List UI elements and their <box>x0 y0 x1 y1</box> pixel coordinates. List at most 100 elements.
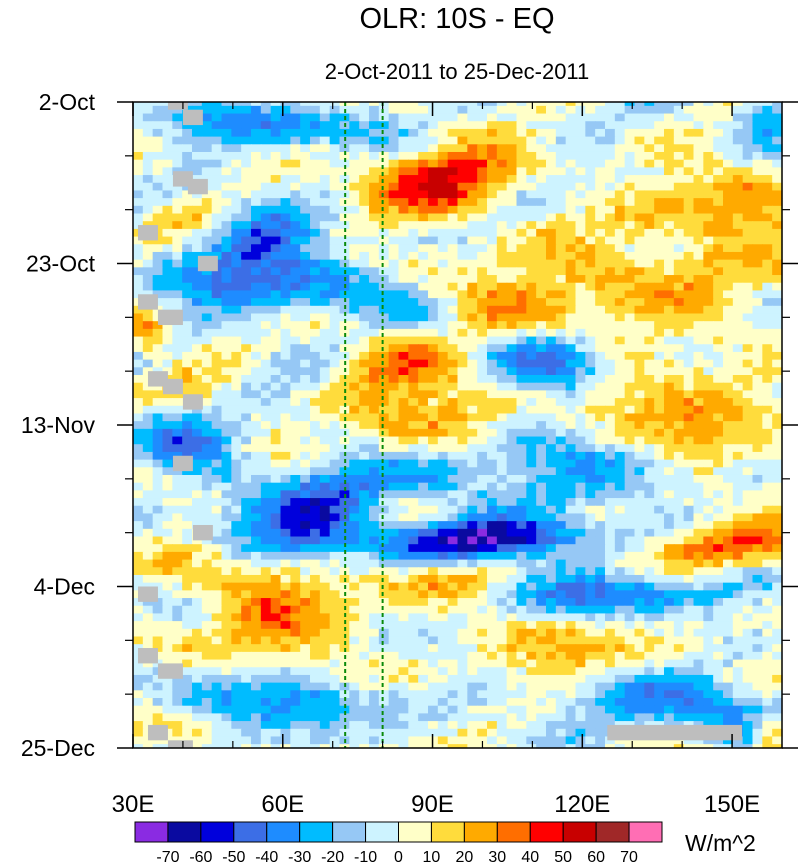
heatmap-cell <box>290 328 301 338</box>
heatmap-cell <box>624 521 636 530</box>
heatmap-cell <box>349 328 360 338</box>
heatmap-cell <box>673 244 685 253</box>
heatmap-cell <box>555 205 567 215</box>
heatmap-cell <box>723 398 734 407</box>
heatmap-cell <box>211 551 223 561</box>
heatmap-cell <box>398 398 409 407</box>
heatmap-cell <box>408 459 419 468</box>
heatmap-cell <box>211 102 223 107</box>
heatmap-cell <box>152 513 164 522</box>
heatmap-cell <box>555 521 567 530</box>
heatmap-cell <box>536 582 547 591</box>
heatmap-cell <box>546 328 557 338</box>
heatmap-cell <box>614 467 626 476</box>
heatmap-cell <box>162 536 173 545</box>
heatmap-cell <box>496 290 508 299</box>
heatmap-cell <box>418 121 429 130</box>
heatmap-cell <box>585 198 596 207</box>
heatmap-cell <box>555 228 567 238</box>
heatmap-cell <box>162 521 173 530</box>
heatmap-cell <box>270 482 282 491</box>
heatmap-cell <box>555 644 567 653</box>
heatmap-cell <box>555 582 567 591</box>
heatmap-cell <box>575 621 586 630</box>
heatmap-cell <box>467 659 478 668</box>
heatmap-cell <box>467 590 478 599</box>
heatmap-cell <box>723 474 734 484</box>
heatmap-cell <box>369 198 380 207</box>
heatmap-cell <box>329 398 341 407</box>
heatmap-cell <box>752 282 763 292</box>
heatmap-cell <box>201 598 213 607</box>
heatmap-cell <box>241 213 252 222</box>
heatmap-cell <box>555 121 567 130</box>
heatmap-cell <box>683 275 695 284</box>
heatmap-cell <box>467 298 478 307</box>
heatmap-cell <box>713 290 724 299</box>
heatmap-cell <box>231 659 242 668</box>
heatmap-cell <box>251 482 262 491</box>
heatmap-cell <box>762 382 773 391</box>
heatmap-cell <box>398 613 409 622</box>
heatmap-cell <box>526 651 537 661</box>
heatmap-cell <box>614 344 626 353</box>
heatmap-cell <box>762 151 773 161</box>
heatmap-cell <box>526 102 537 107</box>
heatmap-cell <box>162 159 173 168</box>
heatmap-cell <box>260 521 272 530</box>
heatmap-cell <box>369 359 380 368</box>
heatmap-cell <box>457 328 468 338</box>
heatmap-cell <box>329 159 341 168</box>
heatmap-cell <box>211 444 223 453</box>
heatmap-cell <box>398 582 409 591</box>
heatmap-cell <box>280 567 291 576</box>
heatmap-cell <box>673 659 685 668</box>
heatmap-cell <box>280 367 291 376</box>
heatmap-cell <box>536 559 547 568</box>
heatmap-cell <box>732 398 744 407</box>
heatmap-cell <box>388 505 400 515</box>
heatmap-cell <box>565 421 577 430</box>
heatmap-cell <box>634 451 645 461</box>
heatmap-cell <box>418 367 429 376</box>
heatmap-cell <box>762 213 773 222</box>
heatmap-cell <box>536 190 547 199</box>
heatmap-cell <box>270 513 282 522</box>
heatmap-cell <box>654 144 665 153</box>
heatmap-cell <box>319 128 331 138</box>
heatmap-cell <box>398 190 409 199</box>
heatmap-cell <box>359 221 370 230</box>
heatmap-cell <box>457 290 468 299</box>
heatmap-cell <box>683 136 695 145</box>
heatmap-cell <box>467 136 478 145</box>
heatmap-cell <box>555 136 567 145</box>
heatmap-cell <box>683 128 695 138</box>
heatmap-cell <box>762 428 773 438</box>
heatmap-cell <box>221 567 232 576</box>
heatmap-cell <box>477 451 488 461</box>
heatmap-cell <box>319 151 331 161</box>
heatmap-cell <box>447 498 459 507</box>
heatmap-cell <box>516 375 527 384</box>
heatmap-cell <box>477 582 488 591</box>
heatmap-cell <box>172 336 183 345</box>
heatmap-cell <box>506 559 518 568</box>
heatmap-cell <box>457 151 468 161</box>
heatmap-cell <box>251 590 262 599</box>
heatmap-cell <box>378 536 390 545</box>
heatmap-cell <box>310 251 321 261</box>
heatmap-cell <box>487 313 498 322</box>
heatmap-cell <box>310 344 321 353</box>
heatmap-cell <box>762 536 773 545</box>
heatmap-cell <box>378 275 390 284</box>
heatmap-cell <box>270 590 282 599</box>
heatmap-cell <box>133 467 144 476</box>
heatmap-cell <box>457 551 468 561</box>
heatmap-cell <box>752 244 763 253</box>
heatmap-cell <box>703 574 714 584</box>
heatmap-cell <box>172 344 183 353</box>
heatmap-cell <box>152 667 164 676</box>
heatmap-cell <box>437 221 449 230</box>
heatmap-cell <box>624 574 636 584</box>
heatmap-cell <box>428 151 439 161</box>
